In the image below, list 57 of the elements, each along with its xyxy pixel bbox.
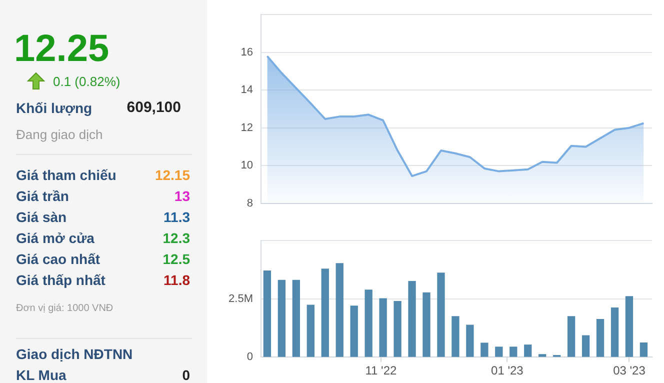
text: 13 — [174, 188, 190, 204]
text: 12.3 — [162, 230, 190, 246]
y-tick-label: 12 — [240, 122, 253, 134]
y-tick-label: 16 — [240, 46, 253, 58]
bar — [567, 316, 576, 357]
bar — [321, 268, 329, 357]
bar — [452, 316, 460, 357]
bar — [625, 296, 634, 357]
bar — [394, 301, 402, 357]
y-tick-label: 0 — [246, 351, 253, 364]
text: 609,100 — [126, 99, 181, 116]
bar — [364, 290, 372, 357]
bar — [610, 308, 619, 357]
bar — [422, 292, 430, 357]
bar — [538, 354, 546, 357]
text: 12.15 — [154, 167, 190, 183]
text: Đơn vị giá: 1000 VNĐ — [16, 303, 114, 314]
bar — [524, 344, 532, 357]
bar — [480, 342, 488, 357]
text: Giá mở cửa — [16, 230, 94, 246]
text: Giá thấp nhất — [16, 272, 106, 288]
text: Đang giao dịch — [16, 127, 103, 142]
bar — [306, 304, 314, 357]
text: Giá trần — [16, 188, 69, 204]
bar — [336, 263, 344, 357]
text: Giá tham chiếu — [16, 167, 116, 183]
bar — [596, 318, 604, 357]
bar — [278, 280, 286, 357]
y-tick-label: 14 — [240, 84, 253, 96]
text: 11.3 — [164, 209, 190, 225]
text: 12.25 — [14, 28, 110, 70]
text: Khối lượng — [16, 100, 92, 116]
bar — [510, 346, 518, 357]
text: 12.5 — [162, 251, 190, 267]
bar — [263, 270, 272, 357]
x-tick-label: 11 '22 — [365, 364, 398, 378]
y-tick-label: 2.5M — [228, 292, 253, 305]
bar — [437, 272, 445, 357]
text: 0.1 (0.82%) — [53, 74, 120, 89]
text: Giá cao nhất — [16, 251, 100, 267]
bar — [495, 346, 503, 357]
y-tick-label: 10 — [240, 160, 253, 172]
text: Giao dịch NĐTNN — [16, 346, 133, 362]
y-tick-label: 8 — [246, 197, 253, 210]
text: 11.8 — [164, 272, 190, 288]
bar — [350, 306, 358, 357]
bar — [292, 280, 300, 357]
x-tick-label: 03 '23 — [613, 364, 646, 378]
text: KL Mua — [16, 367, 66, 383]
bar — [466, 324, 474, 357]
text: Giá sàn — [16, 209, 67, 225]
bar — [640, 342, 648, 357]
bar — [582, 335, 590, 357]
bar — [408, 281, 416, 357]
bar — [379, 298, 387, 357]
x-tick-label: 01 '23 — [491, 364, 524, 378]
text: 0 — [182, 367, 190, 383]
